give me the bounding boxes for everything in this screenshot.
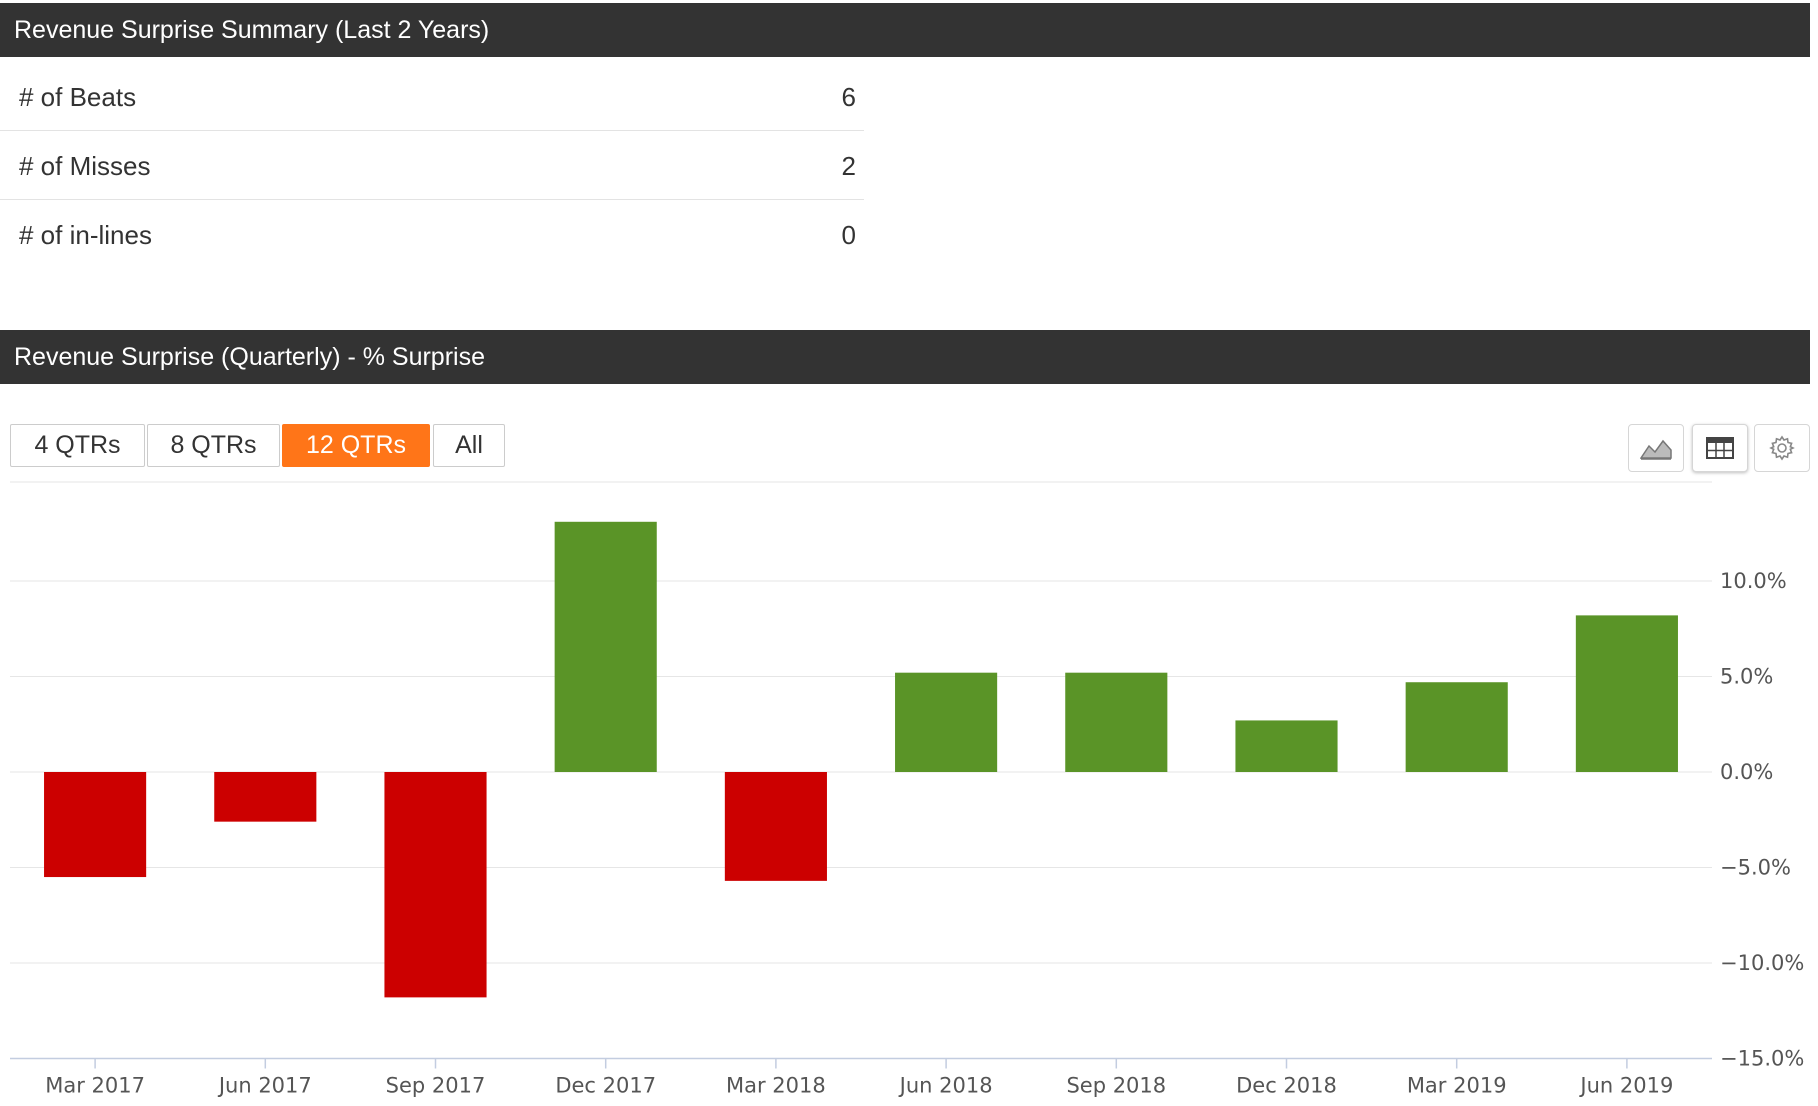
summary-title: Revenue Surprise Summary (Last 2 Years) <box>14 16 490 44</box>
axes: −15.0% −10.0% −5.0% 0.0% 5.0% 10.0% Mar 2017 Ju… <box>45 569 1804 1098</box>
x-tick-label: Sep 2018 <box>1066 1074 1166 1098</box>
revenue-surprise-chart: −15.0% −10.0% −5.0% 0.0% 5.0% 10.0% Mar 2017 Ju… <box>10 481 1804 1098</box>
summary-row-misses: # of Misses 2 <box>0 131 864 200</box>
summary-value: 2 <box>841 151 856 181</box>
x-tick-label: Jun 2018 <box>898 1074 993 1098</box>
summary-label: # of in-lines <box>19 220 152 250</box>
table-view-button[interactable] <box>1692 424 1748 472</box>
x-tick-label: Mar 2019 <box>1407 1074 1507 1098</box>
bar-jun-2017 <box>214 772 317 822</box>
table-icon <box>1706 437 1734 459</box>
x-tick-label: Dec 2017 <box>555 1074 656 1098</box>
y-tick-label: −10.0% <box>1720 951 1804 975</box>
summary-table: # of Beats 6 # of Misses 2 # of in-lines… <box>0 62 864 268</box>
gear-icon <box>1769 435 1795 461</box>
settings-button[interactable] <box>1754 424 1810 472</box>
bar-sep-2017 <box>384 772 487 998</box>
x-tick-label: Sep 2017 <box>386 1074 486 1098</box>
x-tick-label: Mar 2017 <box>45 1074 145 1098</box>
chart-header: Revenue Surprise (Quarterly) - % Surpris… <box>0 330 1810 384</box>
bar-mar-2019 <box>1405 682 1508 772</box>
x-tick-label: Mar 2018 <box>726 1074 826 1098</box>
y-tick-label: 0.0% <box>1720 760 1773 784</box>
summary-row-beats: # of Beats 6 <box>0 62 864 131</box>
summary-row-inlines: # of in-lines 0 <box>0 200 864 268</box>
range-all-button[interactable]: All <box>433 424 505 467</box>
bar-mar-2018 <box>724 772 827 881</box>
range-12-qtrs-button[interactable]: 12 QTRs <box>282 424 430 467</box>
bar-jun-2018 <box>895 672 998 772</box>
bar-sep-2018 <box>1065 672 1168 772</box>
summary-label: # of Beats <box>19 82 137 112</box>
summary-header: Revenue Surprise Summary (Last 2 Years) <box>0 3 1810 57</box>
y-tick-label: 5.0% <box>1720 665 1773 689</box>
y-tick-label: −15.0% <box>1720 1047 1804 1071</box>
x-tick-label: Jun 2017 <box>217 1074 312 1098</box>
bar-dec-2017 <box>554 521 657 772</box>
summary-value: 0 <box>841 220 856 250</box>
x-tick-label: Dec 2018 <box>1236 1074 1337 1098</box>
y-tick-label: −5.0% <box>1720 856 1791 880</box>
area-chart-icon <box>1640 439 1672 460</box>
range-4-qtrs-button[interactable]: 4 QTRs <box>10 424 145 467</box>
bars <box>44 521 1678 998</box>
range-8-qtrs-button[interactable]: 8 QTRs <box>147 424 280 467</box>
bar-dec-2018 <box>1235 720 1338 772</box>
x-tick-label: Jun 2019 <box>1578 1074 1673 1098</box>
chart-title: Revenue Surprise (Quarterly) - % Surpris… <box>14 343 485 371</box>
summary-value: 6 <box>841 82 856 112</box>
bar-jun-2019 <box>1575 615 1678 772</box>
bar-mar-2017 <box>44 772 147 878</box>
area-chart-view-button[interactable] <box>1628 424 1684 472</box>
summary-label: # of Misses <box>19 151 151 181</box>
y-tick-label: 10.0% <box>1720 569 1787 593</box>
